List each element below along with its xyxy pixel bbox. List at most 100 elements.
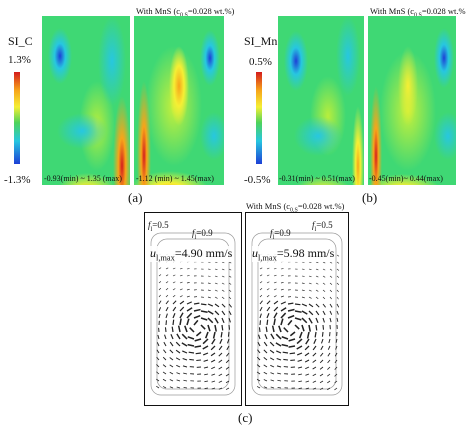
velocity-arrow — [315, 310, 320, 316]
velocity-arrow — [287, 319, 293, 326]
panel-b-header: With MnS (c0,S=0.028 wt.% — [370, 6, 466, 19]
velocity-arrow — [273, 274, 277, 277]
velocity-arrow — [320, 345, 324, 351]
velocity-arrow — [329, 303, 333, 308]
velocity-arrow — [221, 275, 225, 278]
velocity-arrow — [211, 380, 216, 383]
velocity-arrow — [258, 334, 261, 340]
velocity-arrow — [179, 318, 182, 326]
velocity-arrow — [221, 310, 226, 316]
velocity-arrow — [266, 274, 270, 277]
velocity-arrow — [179, 274, 183, 277]
velocity-arrow — [298, 331, 303, 339]
velocity-field-left — [144, 212, 242, 406]
velocity-arrow — [218, 359, 223, 363]
velocity-arrow — [219, 338, 223, 344]
velocity-arrow — [305, 387, 310, 390]
velocity-arrow — [336, 254, 340, 257]
velocity-arrow — [169, 386, 174, 389]
velocity-arrow — [195, 331, 202, 337]
velocity-arrow — [315, 275, 319, 278]
velocity-arrow — [187, 336, 195, 340]
velocity-arrow — [182, 350, 188, 354]
velocity-arrow — [189, 327, 195, 333]
velocity-arrow — [278, 325, 282, 333]
velocity-arrow — [172, 306, 177, 312]
velocity-arrow — [175, 357, 181, 361]
velocity-arrow — [207, 275, 211, 277]
velocity-arrow — [301, 303, 308, 307]
velocity-arrow — [283, 358, 289, 361]
velocity-arrow — [266, 281, 270, 284]
velocity-arrow — [259, 288, 263, 291]
velocity-arrow — [186, 282, 190, 284]
velocity-arrow — [165, 294, 169, 298]
velocity-arrow — [276, 350, 282, 354]
velocity-arrow — [275, 342, 282, 347]
velocity-arrow — [280, 295, 284, 298]
velocity-arrow — [334, 359, 338, 364]
velocity-vectors-left — [150, 232, 236, 396]
velocity-arrow — [263, 379, 268, 382]
velocity-arrow — [322, 282, 326, 285]
velocity-arrow — [207, 324, 211, 332]
velocity-arrow — [315, 282, 319, 285]
velocity-arrow — [162, 378, 167, 382]
velocity-arrow — [289, 331, 296, 337]
velocity-arrow — [319, 373, 324, 377]
velocity-arrow — [207, 303, 214, 307]
velocity-arrow — [227, 331, 230, 337]
velocity-arrow — [336, 303, 340, 308]
contour-map-b-right — [368, 16, 456, 185]
velocity-arrow — [186, 301, 192, 305]
velocity-arrow — [271, 325, 275, 333]
velocity-arrow — [157, 334, 160, 340]
velocity-arrow — [204, 373, 209, 376]
velocity-vectors-right — [251, 232, 343, 396]
velocity-arrow — [322, 275, 326, 278]
velocity-arrow — [186, 295, 190, 298]
velocity-arrow — [280, 312, 287, 319]
velocity-arrow — [183, 379, 188, 382]
velocity-arrow — [228, 317, 231, 323]
scale-max-label: 1.3% — [8, 54, 31, 66]
velocity-arrow — [270, 372, 275, 375]
velocity-arrow — [158, 281, 162, 284]
scale-min-label: -1.3% — [4, 174, 31, 186]
velocity-arrow — [327, 359, 331, 364]
velocity-arrow — [327, 352, 331, 357]
velocity-arrow — [263, 349, 268, 354]
velocity-arrow — [186, 307, 193, 312]
velocity-arrow — [329, 317, 332, 323]
velocity-arrow — [182, 365, 188, 368]
velocity-arrow — [259, 313, 262, 319]
velocity-arrow — [162, 371, 167, 375]
velocity-arrow — [273, 295, 277, 298]
velocity-arrow — [336, 282, 339, 285]
velocity-arrow — [276, 358, 282, 361]
velocity-arrow — [172, 274, 176, 277]
velocity-arrow — [270, 333, 275, 340]
velocity-arrow — [200, 324, 206, 330]
velocity-arrow — [156, 378, 160, 382]
velocity-arrow — [179, 295, 183, 298]
velocity-arrow — [169, 379, 174, 382]
velocity-arrow — [228, 282, 232, 285]
scale-title-si-mn: SI_Mn — [244, 34, 278, 48]
velocity-arrow — [165, 300, 169, 305]
velocity-arrow — [273, 306, 279, 312]
velocity-arrow — [188, 351, 195, 354]
velocity-arrow — [313, 338, 317, 345]
velocity-arrow — [204, 331, 209, 339]
velocity-arrow — [266, 300, 271, 305]
velocity-arrow — [329, 275, 333, 278]
velocity-arrow — [280, 282, 284, 284]
velocity-arrow — [334, 380, 338, 384]
velocity-arrow — [256, 356, 261, 361]
velocity-arrow — [256, 378, 261, 382]
velocity-arrow — [214, 268, 218, 271]
velocity-arrow — [283, 327, 289, 333]
velocity-arrow — [179, 288, 183, 291]
velocity-arrow — [298, 373, 303, 376]
velocity-arrow — [179, 300, 185, 305]
